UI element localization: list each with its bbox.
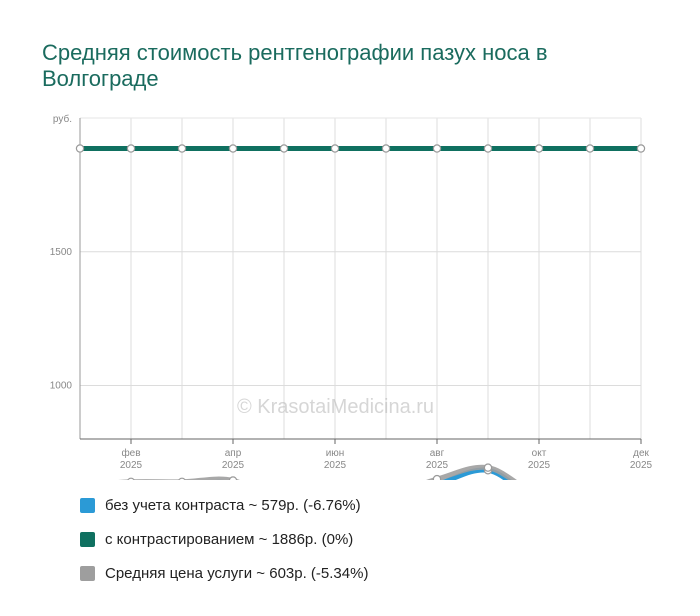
data-point-with-contrast xyxy=(636,144,646,153)
series-line-no-contrast xyxy=(212,467,512,480)
data-point-with-contrast xyxy=(330,144,340,153)
x-tick-label-year: 2025 xyxy=(528,460,551,471)
data-point-with-contrast xyxy=(177,144,187,153)
data-point-with-contrast xyxy=(534,144,544,153)
x-tick-label-month: апр xyxy=(225,448,242,459)
data-point-with-contrast xyxy=(381,144,391,153)
data-point-with-contrast xyxy=(228,144,238,153)
y-axis-label: руб. xyxy=(53,113,72,125)
x-tick-label-year: 2025 xyxy=(630,460,653,471)
data-point-average xyxy=(432,474,442,480)
data-point-with-contrast xyxy=(483,144,493,153)
x-tick-label-year: 2025 xyxy=(324,460,347,471)
legend-swatch xyxy=(80,497,95,513)
y-tick-label: 1000 xyxy=(50,381,73,392)
points-layer xyxy=(75,144,646,480)
data-point-with-contrast xyxy=(126,144,136,153)
x-tick-label-month: июн xyxy=(326,448,345,459)
axes: 10001500руб.фев2025апр2025июн2025авг2025… xyxy=(50,113,653,471)
data-point-average xyxy=(127,477,135,480)
x-tick-label-month: дек xyxy=(633,448,649,459)
x-tick-label-year: 2025 xyxy=(222,460,245,471)
data-point-with-contrast xyxy=(279,144,289,153)
data-point-with-contrast xyxy=(585,144,595,153)
y-tick-label: 1500 xyxy=(50,247,73,258)
chart-title: Средняя стоимость рентгенографии пазух н… xyxy=(42,40,548,91)
legend-item-with-contrast[interactable]: с контрастированием ~ 1886р. (0%) xyxy=(80,522,368,556)
legend-label: без учета контраста ~ 579р. (-6.76%) xyxy=(105,496,361,514)
data-point-with-contrast xyxy=(432,144,442,153)
data-point-average xyxy=(178,477,186,480)
legend-label: Средняя цена услуги ~ 603р. (-5.34%) xyxy=(105,564,369,582)
data-point-average xyxy=(483,463,493,472)
series-layer xyxy=(77,145,644,480)
x-tick-label-year: 2025 xyxy=(120,460,143,471)
line-chart: 10001500руб.фев2025апр2025июн2025авг2025… xyxy=(50,113,653,480)
series-line-average xyxy=(117,464,517,480)
data-point-average xyxy=(228,476,238,480)
legend-item-no-contrast[interactable]: без учета контраста ~ 579р. (-6.76%) xyxy=(80,488,368,522)
legend-label: с контрастированием ~ 1886р. (0%) xyxy=(105,530,354,548)
legend: без учета контраста ~ 579р. (-6.76%) с к… xyxy=(80,488,368,590)
x-tick-label-month: окт xyxy=(532,448,547,459)
x-tick-label-month: авг xyxy=(430,448,445,459)
legend-swatch xyxy=(80,565,95,581)
grid xyxy=(79,117,642,439)
data-point-with-contrast xyxy=(75,144,85,153)
legend-item-average[interactable]: Средняя цена услуги ~ 603р. (-5.34%) xyxy=(80,556,368,590)
x-tick-label-month: фев xyxy=(121,447,140,459)
legend-swatch xyxy=(80,531,95,547)
x-tick-label-year: 2025 xyxy=(426,460,449,471)
